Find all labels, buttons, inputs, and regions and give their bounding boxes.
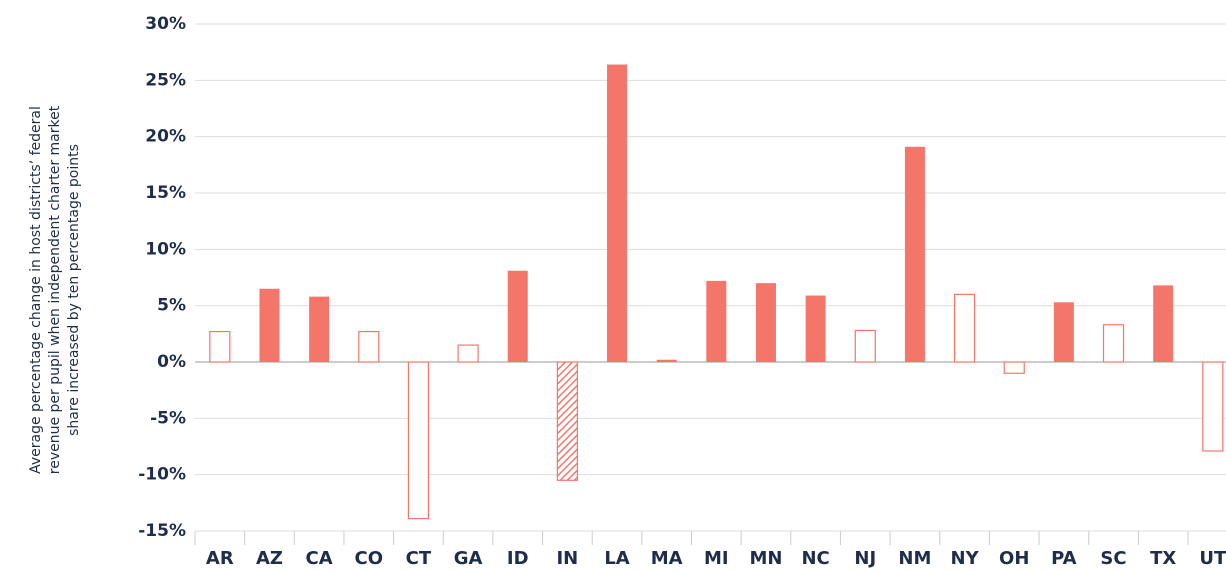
x-tick-label: NC <box>801 548 829 569</box>
y-tick-label: 0% <box>157 352 186 372</box>
y-tick-label: 25% <box>145 70 186 90</box>
bar <box>904 146 925 362</box>
x-tick-label: MN <box>749 548 782 569</box>
x-tick-label: UT <box>1199 548 1226 569</box>
x-tick-label: OH <box>999 548 1029 569</box>
x-tick-label: CT <box>406 548 432 569</box>
bar <box>309 296 330 362</box>
y-tick-label: -15% <box>138 521 186 541</box>
bar <box>556 361 578 481</box>
x-tick-label: SC <box>1100 548 1126 569</box>
x-tick-label: NJ <box>854 548 876 569</box>
bar <box>953 293 976 363</box>
y-tick-label: -5% <box>150 408 186 428</box>
bar <box>407 361 430 520</box>
bar <box>706 280 727 362</box>
x-tick-label: MI <box>704 548 729 569</box>
x-tick-label: NM <box>898 548 931 569</box>
x-tick-label: AR <box>206 548 234 569</box>
bar <box>854 329 876 363</box>
x-tick-label: IN <box>556 548 578 569</box>
x-tick-label: MA <box>651 548 683 569</box>
y-tick-label: 15% <box>145 183 186 203</box>
bar <box>209 330 231 363</box>
y-axis-label-line: share increased by ten percentage points <box>66 144 82 436</box>
x-tick-label: AZ <box>256 548 283 569</box>
bar <box>358 330 380 363</box>
bar <box>1202 361 1224 452</box>
x-tick-label: LA <box>604 548 629 569</box>
y-tick-label: -10% <box>138 465 186 485</box>
x-tick-label: CA <box>306 548 333 569</box>
x-tick-label: CO <box>355 548 384 569</box>
bar <box>755 283 776 362</box>
bar <box>656 359 677 362</box>
x-tick-label: ID <box>507 548 529 569</box>
bar <box>1102 324 1125 363</box>
y-axis-label-line: Average percentage change in host distri… <box>28 106 44 474</box>
bar <box>507 270 528 362</box>
bar <box>607 64 628 362</box>
x-tick-label: PA <box>1051 548 1077 569</box>
y-tick-label: 10% <box>145 239 186 259</box>
x-tick-label: TX <box>1150 548 1176 569</box>
x-tick-label: GA <box>454 548 483 569</box>
y-axis-label-line: revenue per pupil when independent chart… <box>47 105 63 474</box>
bar <box>805 295 826 362</box>
bar <box>1153 285 1174 362</box>
x-tick-label: NY <box>951 548 980 569</box>
y-tick-label: 20% <box>145 127 186 147</box>
bar <box>1053 302 1074 362</box>
bar <box>259 288 280 362</box>
y-axis-label: Average percentage change in host distri… <box>28 105 82 474</box>
bar <box>1003 361 1025 374</box>
y-tick-label: 30% <box>145 14 186 34</box>
y-tick-label: 5% <box>157 296 186 316</box>
bar <box>457 344 479 363</box>
